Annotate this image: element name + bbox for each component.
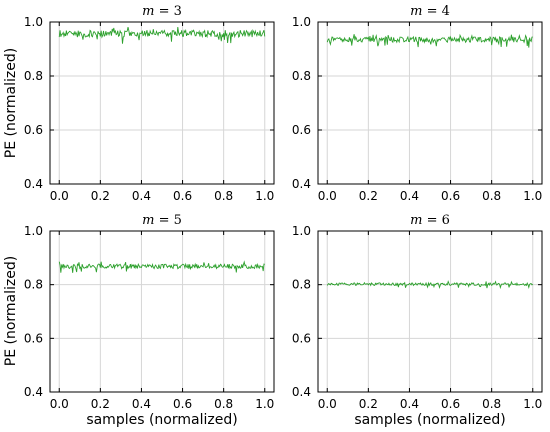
plot-frame bbox=[49, 230, 275, 393]
y-tick-label: 0.4 bbox=[24, 385, 43, 399]
y-tick-label: 0.4 bbox=[292, 177, 311, 191]
subplot-title: m = 5 bbox=[142, 213, 182, 228]
plot-frame bbox=[317, 230, 543, 393]
subplot-title: m = 4 bbox=[410, 4, 450, 19]
x-tick-label: 0.2 bbox=[91, 189, 110, 203]
series-line bbox=[58, 260, 265, 273]
y-tick-label: 0.6 bbox=[24, 331, 43, 345]
x-tick-label: 0.2 bbox=[359, 189, 378, 203]
y-tick-label: 1.0 bbox=[24, 15, 43, 29]
x-tick-label: 1.0 bbox=[523, 397, 542, 411]
y-tick-label: 0.8 bbox=[24, 69, 43, 83]
y-tick-label: 0.8 bbox=[292, 278, 311, 292]
x-tick-label: 0.6 bbox=[173, 189, 192, 203]
x-tick-label: 0.4 bbox=[132, 397, 151, 411]
subplot-2: 0.0 0.2 0.4 0.6 0.8 1.0 0.4 0.6 0.8 1.0 m = 4 bbox=[292, 4, 543, 203]
y-tick-label: 1.0 bbox=[292, 15, 311, 29]
y-axis-label-bottom: PE (normalized) bbox=[3, 256, 19, 366]
x-tick-label: 0.6 bbox=[441, 189, 460, 203]
y-tick-label: 0.8 bbox=[24, 278, 43, 292]
x-tick-label: 0.0 bbox=[50, 189, 69, 203]
x-tick-label: 1.0 bbox=[255, 189, 274, 203]
y-axis-label-top: PE (normalized) bbox=[3, 48, 19, 158]
x-tick-label: 0.2 bbox=[91, 397, 110, 411]
x-axis-label-left: samples (normalized) bbox=[86, 412, 237, 428]
subplot-3: 0.0 0.2 0.4 0.6 0.8 1.0 0.4 0.6 0.8 1.0 m = 5 bbox=[24, 213, 275, 411]
y-tick-label: 0.6 bbox=[292, 331, 311, 345]
x-tick-label: 0.6 bbox=[441, 397, 460, 411]
subplot-4: 0.0 0.2 0.4 0.6 0.8 1.0 0.4 0.6 0.8 1.0 m = 6 bbox=[292, 213, 543, 411]
x-tick-label: 0.8 bbox=[214, 189, 233, 203]
x-tick-label: 0.4 bbox=[400, 189, 419, 203]
x-tick-label: 0.0 bbox=[50, 397, 69, 411]
subplot-title: m = 3 bbox=[142, 4, 182, 19]
x-tick-label: 0.8 bbox=[482, 189, 501, 203]
subplot-grid: 0.0 0.2 0.4 0.6 0.8 1.00.40.60.81.0m = 30.0 0.… bbox=[24, 4, 543, 411]
x-tick-label: 0.0 bbox=[318, 397, 337, 411]
y-tick-label: 0.6 bbox=[24, 123, 43, 137]
x-tick-label: 0.0 bbox=[318, 189, 337, 203]
y-tick-label: 0.8 bbox=[292, 69, 311, 83]
subplot-title: m = 6 bbox=[410, 213, 450, 228]
x-tick-label: 0.6 bbox=[173, 397, 192, 411]
y-tick-label: 0.4 bbox=[24, 177, 43, 191]
plot-frame bbox=[49, 21, 275, 185]
y-tick-label: 0.4 bbox=[292, 385, 311, 399]
series-line bbox=[326, 280, 534, 290]
x-tick-label: 1.0 bbox=[523, 189, 542, 203]
x-tick-label: 0.4 bbox=[132, 189, 151, 203]
x-axis-label-right: samples (normalized) bbox=[354, 412, 505, 428]
x-tick-label: 0.4 bbox=[400, 397, 419, 411]
x-tick-label: 0.2 bbox=[359, 397, 378, 411]
series-line bbox=[326, 33, 533, 48]
plot-frame bbox=[317, 21, 543, 185]
y-tick-label: 1.0 bbox=[24, 224, 43, 238]
x-tick-label: 0.8 bbox=[482, 397, 501, 411]
y-tick-label: 1.0 bbox=[292, 224, 311, 238]
series-line bbox=[58, 27, 266, 44]
x-tick-label: 1.0 bbox=[255, 397, 274, 411]
subplot-1: 0.0 0.2 0.4 0.6 0.8 1.0 0.4 0.6 0.8 1.0 m = 3 bbox=[24, 4, 275, 203]
x-tick-label: 0.8 bbox=[214, 397, 233, 411]
y-tick-label: 0.6 bbox=[292, 123, 311, 137]
